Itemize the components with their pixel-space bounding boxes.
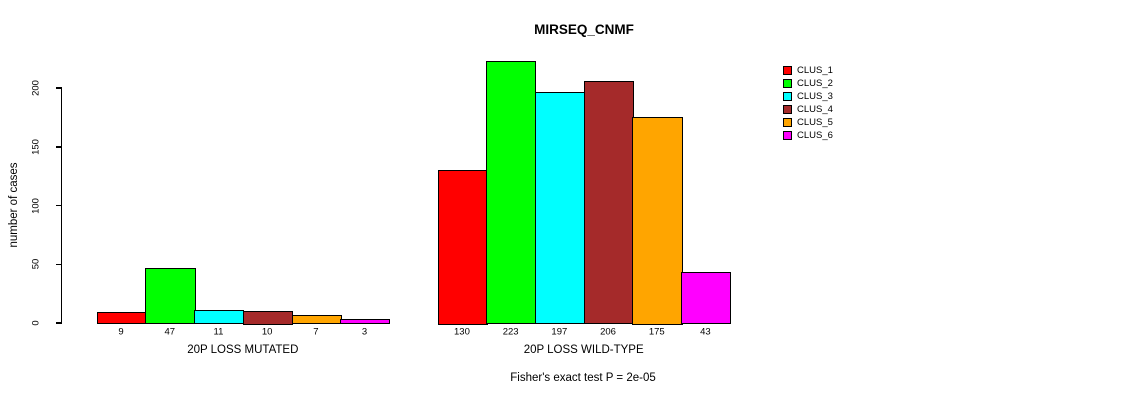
- legend-label: CLUS_2: [797, 78, 833, 89]
- y-axis-tick: [55, 204, 61, 207]
- bar-value-label: 175: [648, 326, 665, 337]
- y-axis-tick-label: 150: [30, 138, 42, 155]
- bar-clus_5: [291, 314, 342, 325]
- x-axis-group-label: 20P LOSS MUTATED: [187, 344, 299, 356]
- legend-item: CLUS_3: [783, 90, 833, 103]
- legend-swatch: [783, 66, 792, 75]
- legend-label: CLUS_6: [797, 130, 833, 141]
- legend-swatch: [783, 118, 792, 127]
- legend-swatch: [783, 131, 792, 140]
- bar-value-label: 223: [502, 326, 519, 337]
- legend-label: CLUS_5: [797, 117, 833, 128]
- bar-clus_2: [145, 267, 196, 325]
- y-axis-tick: [55, 87, 61, 89]
- legend-label: CLUS_4: [797, 104, 833, 115]
- legend-item: CLUS_4: [783, 103, 833, 116]
- y-axis-tick-label: 0: [30, 320, 42, 326]
- y-axis-tick-label: 50: [30, 258, 42, 270]
- bar-clus_1: [437, 170, 488, 325]
- bar-clus_4: [242, 311, 293, 325]
- legend-swatch: [783, 79, 792, 88]
- chart-title: MIRSEQ_CNMF: [534, 22, 634, 37]
- bar-clus_4: [583, 80, 634, 325]
- bar-clus_6: [681, 272, 732, 325]
- x-axis-group-label: 20P LOSS WILD-TYPE: [523, 344, 644, 356]
- y-axis-tick-label: 100: [30, 197, 42, 214]
- bar-value-label: 9: [118, 326, 124, 337]
- legend-label: CLUS_1: [797, 65, 833, 76]
- y-axis-tick: [55, 263, 61, 265]
- legend-item: CLUS_5: [783, 116, 833, 129]
- legend-swatch: [783, 92, 792, 101]
- bar-clus_3: [194, 310, 245, 325]
- legend-item: CLUS_6: [783, 129, 833, 142]
- y-axis-title: number of cases: [8, 162, 20, 248]
- bar-clus_3: [535, 91, 586, 325]
- legend-item: CLUS_1: [783, 64, 833, 77]
- legend: CLUS_1 CLUS_2 CLUS_3 CLUS_4 CLUS_5 CLUS_6: [783, 64, 833, 142]
- bar-clus_2: [486, 60, 537, 325]
- y-axis-tick-label: 200: [30, 80, 42, 96]
- bar-value-label: 3: [361, 326, 368, 337]
- bar-clus_6: [340, 319, 391, 325]
- caption: Fisher's exact test P = 2e-05: [510, 372, 656, 384]
- legend-swatch: [783, 105, 792, 114]
- bar-clus_1: [96, 312, 147, 325]
- bar-value-label: 11: [213, 326, 224, 337]
- bar-value-label: 130: [454, 326, 470, 337]
- bar-value-label: 43: [700, 326, 711, 337]
- bar-value-label: 7: [313, 326, 319, 337]
- y-axis-line: [60, 87, 62, 324]
- y-axis-tick: [55, 322, 61, 324]
- legend-label: CLUS_3: [797, 91, 833, 102]
- bar-value-label: 10: [261, 326, 273, 337]
- bar-clus_5: [632, 117, 683, 325]
- legend-item: CLUS_2: [783, 77, 833, 90]
- y-axis-tick: [55, 146, 61, 148]
- bar-value-label: 197: [551, 326, 568, 337]
- bar-value-label: 206: [600, 326, 616, 337]
- bar-value-label: 47: [164, 326, 176, 337]
